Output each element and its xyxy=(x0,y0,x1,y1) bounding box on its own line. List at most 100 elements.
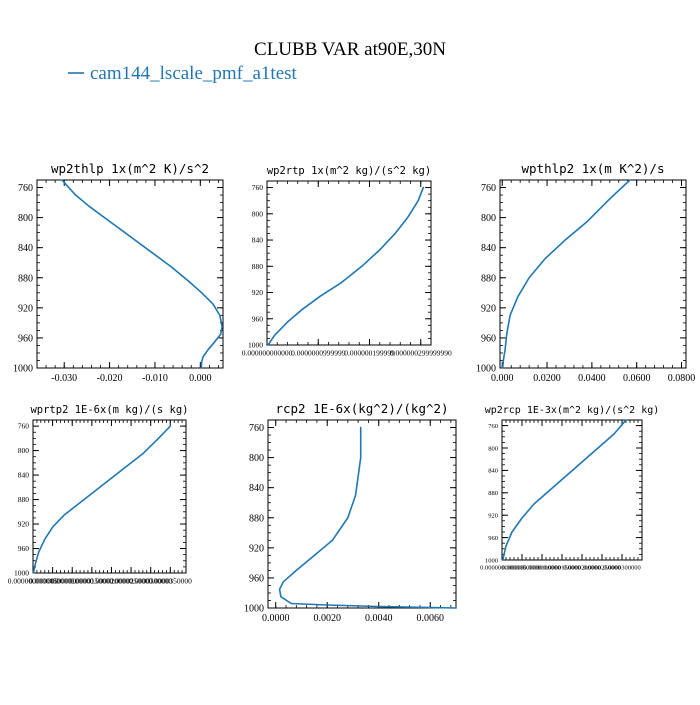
y-tick-label: 920 xyxy=(18,303,33,314)
y-tick-label: 960 xyxy=(18,544,30,553)
x-tick-label: 0.0000150000 xyxy=(70,577,113,586)
x-tick-label: 0.0800 xyxy=(668,373,696,384)
y-tick-label: 960 xyxy=(18,333,33,344)
y-tick-label: 760 xyxy=(249,423,264,434)
y-tick-label: 840 xyxy=(18,471,30,480)
y-tick-label: 920 xyxy=(488,512,498,519)
x-tick-label: 0.00000500000 xyxy=(29,577,76,586)
y-tick-label: 840 xyxy=(488,468,498,475)
x-tick-label: 0.0000150000 xyxy=(543,565,580,572)
panel-title: rcp2 1E-6x(kg^2)/(kg^2) xyxy=(275,401,448,416)
y-tick-label: 840 xyxy=(481,243,496,254)
y-tick-label: 1000 xyxy=(14,569,29,578)
x-tick-label: 0.000 xyxy=(491,373,514,384)
panels: wp2thlp 1x(m^2 K)/s^2 -0.030 -0.020 -0.010 0… xyxy=(8,161,696,624)
y-tick-label: 920 xyxy=(249,543,264,554)
panel-3: wpthlp2 1x(m K^2)/s 0.000 0.0200 0.0400 0.06… xyxy=(476,161,695,384)
y-tick-label: 920 xyxy=(481,303,496,314)
plot-frame xyxy=(501,419,643,561)
x-tick-label: 0.000 xyxy=(189,373,212,384)
panel-title: wp2rtp 1x(m^2 kg)/(s^2 kg) xyxy=(267,165,431,177)
legend-label: cam144_lscale_pmf_a1test xyxy=(90,63,298,84)
panel-2: wp2rtp 1x(m^2 kg)/(s^2 kg) 0.000000000000… xyxy=(242,165,452,358)
x-tick-label: 0.0000250000 xyxy=(583,565,620,572)
series-line xyxy=(32,425,172,574)
panel-title: wprtp2 1E-6x(m kg)/(s kg) xyxy=(30,404,188,416)
y-tick-label: 880 xyxy=(252,262,264,271)
y-tick-label: 840 xyxy=(249,483,264,494)
x-tick-label: 0.0020 xyxy=(313,613,341,624)
y-tick-label: 1000 xyxy=(485,557,498,564)
x-tick-label: 0.0000200000 xyxy=(90,577,133,586)
y-tick-label: 1000 xyxy=(244,604,264,615)
x-tick-label: 0.0000100000 xyxy=(523,565,560,572)
y-tick-label: 880 xyxy=(488,490,498,497)
x-tick-label: 0.0040 xyxy=(365,613,393,624)
y-tick-label: 960 xyxy=(481,333,496,344)
series-line xyxy=(267,186,425,346)
y-tick-label: 880 xyxy=(481,273,496,284)
panel-1: wp2thlp 1x(m^2 K)/s^2 -0.030 -0.020 -0.010 0… xyxy=(13,161,224,384)
series-line xyxy=(502,419,627,561)
x-tick-label: 0.0600 xyxy=(623,373,651,384)
panel-5: rcp2 1E-6x(kg^2)/(kg^2) 0.0000 0.0020 0.004… xyxy=(244,401,457,624)
plot-frame xyxy=(32,419,187,574)
panel-4: wprtp2 1E-6x(m kg)/(s kg)0.0000000000000… xyxy=(8,404,192,586)
x-tick-label: -0.010 xyxy=(142,373,168,384)
y-tick-label: 800 xyxy=(18,213,33,224)
figure-title: CLUBB VAR at90E,30N xyxy=(254,39,446,60)
plot-frame xyxy=(266,180,432,346)
x-tick-label: 0.0400 xyxy=(578,373,606,384)
x-tick-label: 0.0000300000 xyxy=(603,565,640,572)
y-tick-label: 920 xyxy=(18,520,30,529)
x-tick-label: 0.0000000999999 xyxy=(291,349,346,358)
x-tick-label: 0.0000350000 xyxy=(149,577,192,586)
y-tick-label: 800 xyxy=(18,446,30,455)
x-tick-label: 0.0200 xyxy=(533,373,561,384)
panel-title: wp2rcp 1E-3x(m^2 kg)/(s^2 kg) xyxy=(485,405,660,416)
x-tick-label: 0.00000500000 xyxy=(502,565,543,572)
y-tick-label: 920 xyxy=(252,288,264,297)
y-tick-label: 760 xyxy=(18,422,30,431)
series-line xyxy=(61,179,223,369)
legend: cam144_lscale_pmf_a1test xyxy=(68,63,298,84)
x-tick-label: -0.030 xyxy=(51,373,77,384)
x-tick-label: 0.000000000000 xyxy=(480,565,524,572)
y-tick-label: 960 xyxy=(252,314,264,323)
y-tick-label: 760 xyxy=(252,183,264,192)
x-tick-label: 0.0000300000 xyxy=(129,577,172,586)
x-tick-label: 0.000000299999990 xyxy=(390,349,452,358)
x-tick-label: 0.0000250000 xyxy=(110,577,153,586)
panel-title: wpthlp2 1x(m K^2)/s xyxy=(522,161,665,176)
y-tick-label: 880 xyxy=(249,513,264,524)
y-tick-label: 840 xyxy=(18,243,33,254)
series-line xyxy=(278,426,457,609)
x-tick-label: 0.0060 xyxy=(416,613,444,624)
y-tick-label: 800 xyxy=(481,213,496,224)
y-tick-label: 880 xyxy=(18,495,30,504)
x-tick-label: -0.020 xyxy=(97,373,123,384)
y-tick-label: 760 xyxy=(18,183,33,194)
y-tick-label: 760 xyxy=(488,423,498,430)
y-tick-label: 960 xyxy=(488,535,498,542)
y-tick-label: 800 xyxy=(249,453,264,464)
y-tick-label: 880 xyxy=(18,273,33,284)
y-tick-label: 800 xyxy=(488,445,498,452)
plot-frame xyxy=(36,179,224,369)
panel-6: wp2rcp 1E-3x(m^2 kg)/(s^2 kg) 0.000000000… xyxy=(480,405,659,572)
x-tick-label: 0.000000199999 xyxy=(344,349,395,358)
y-tick-label: 800 xyxy=(252,209,264,218)
plot-frame xyxy=(499,179,687,369)
y-tick-label: 960 xyxy=(249,573,264,584)
panel-title: wp2thlp 1x(m^2 K)/s^2 xyxy=(51,161,209,176)
y-tick-label: 1000 xyxy=(476,364,496,375)
y-tick-label: 1000 xyxy=(13,364,33,375)
x-tick-label: 0.0000 xyxy=(262,613,290,624)
x-tick-label: 0.000000000000 xyxy=(8,577,59,586)
series-line xyxy=(501,179,631,369)
y-tick-label: 840 xyxy=(252,236,264,245)
x-tick-label: 0.0000200000 xyxy=(563,565,600,572)
y-tick-label: 760 xyxy=(481,183,496,194)
